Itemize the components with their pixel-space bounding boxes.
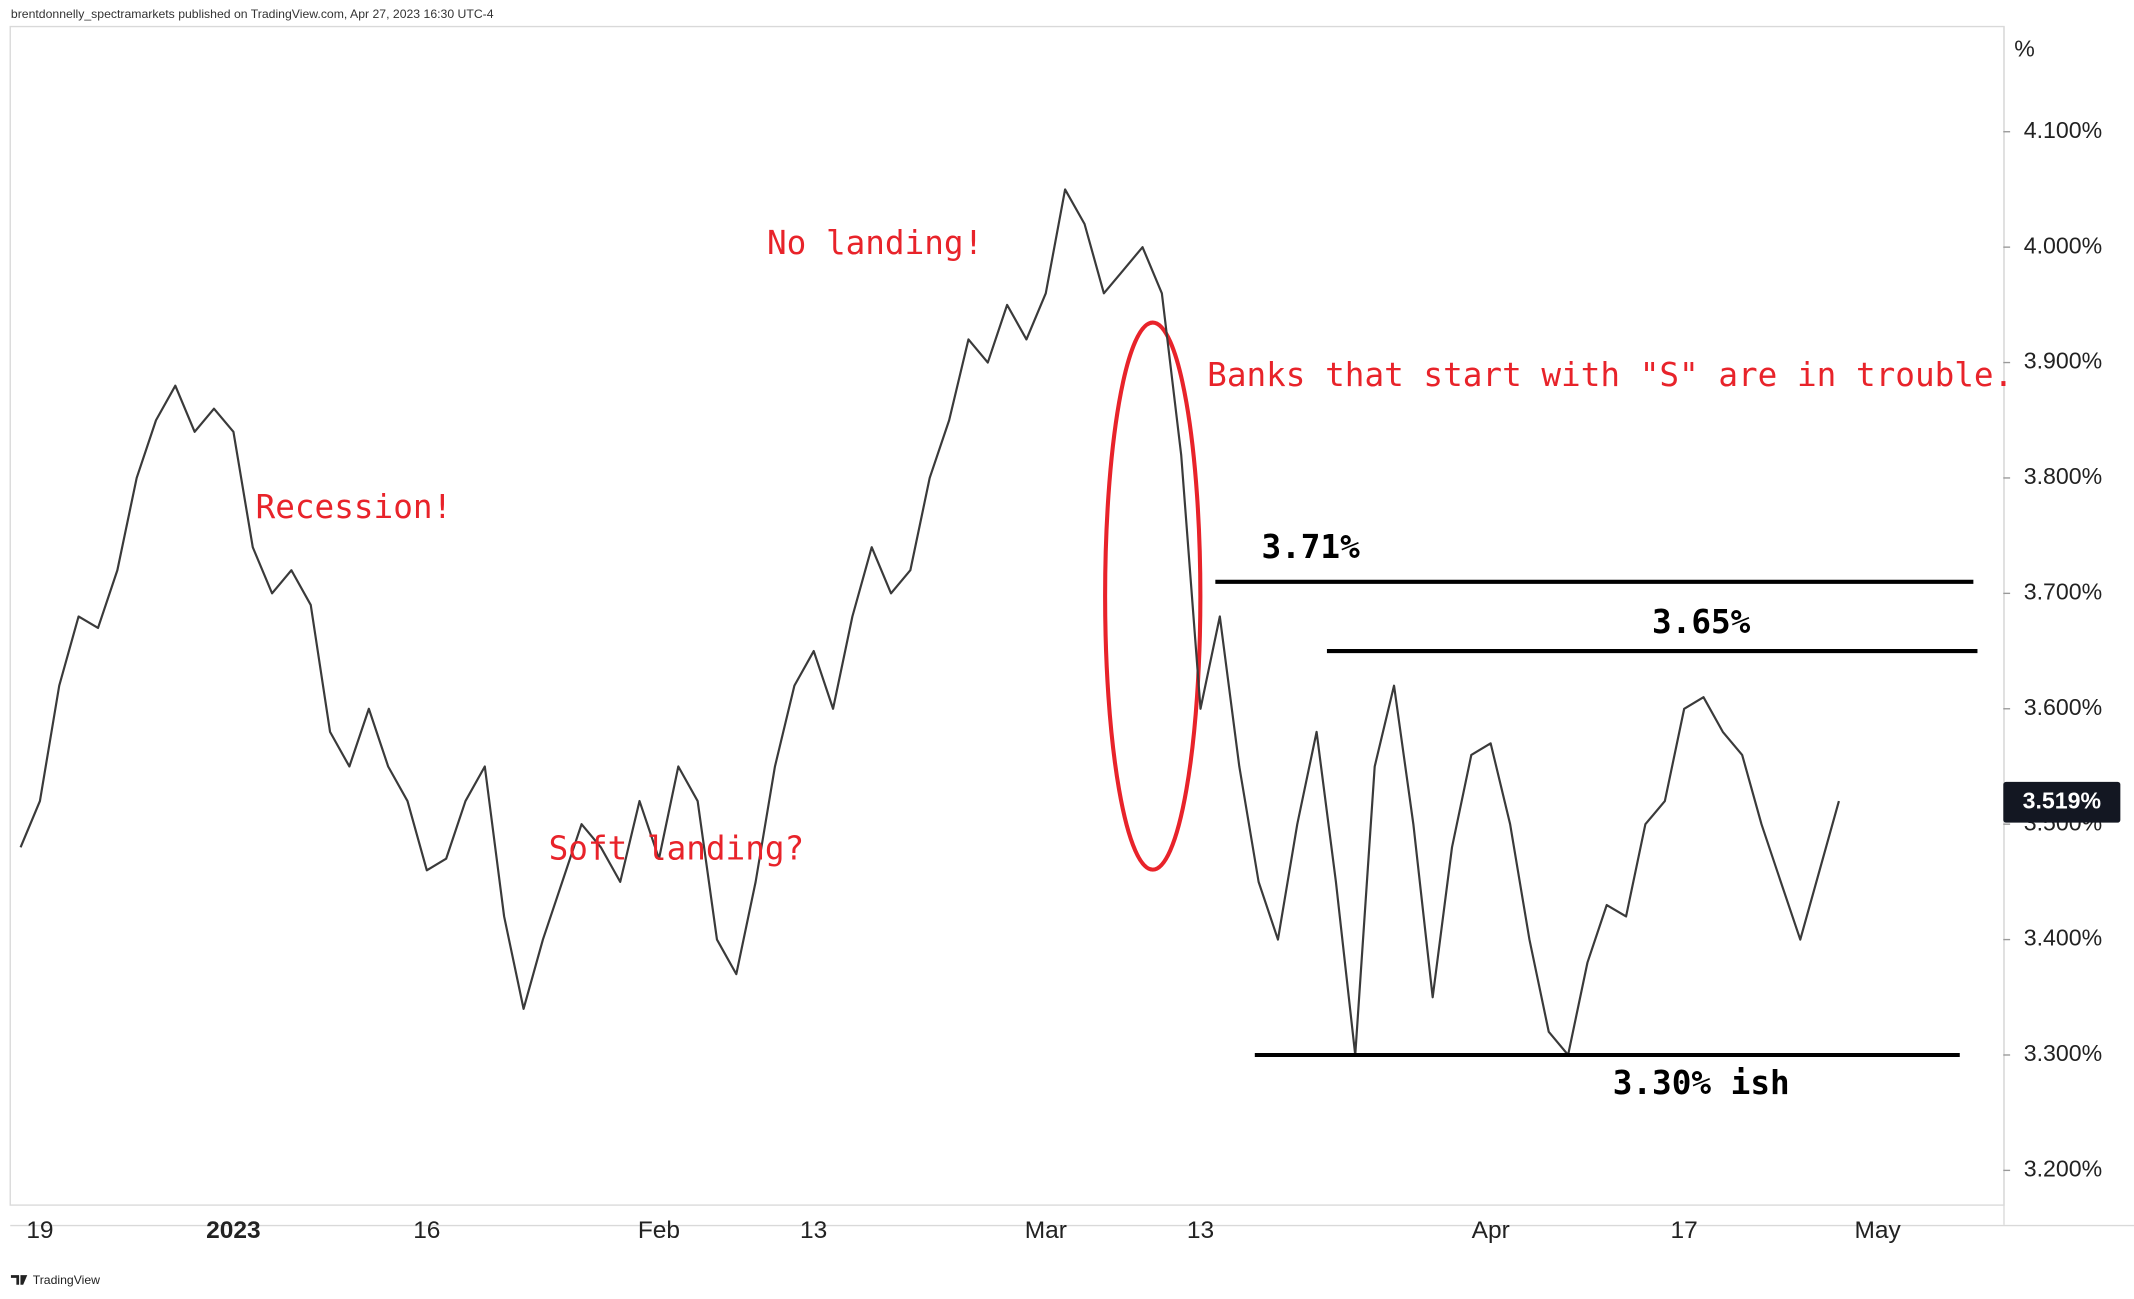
y-tick-label: 3.300% — [2024, 1040, 2102, 1066]
x-tick-label: 2023 — [206, 1217, 260, 1244]
price-line — [19, 188, 1840, 1057]
tradingview-logo: TradingView — [10, 1273, 100, 1287]
y-tick-label: 3.800% — [2024, 463, 2102, 489]
level-label: 3.30% ish — [1613, 1064, 1790, 1102]
annotation: Soft landing? — [549, 830, 805, 868]
x-tick-label: 13 — [800, 1217, 827, 1244]
y-tick-label: 3.700% — [2024, 578, 2102, 604]
y-tick-label: 3.900% — [2024, 348, 2102, 374]
x-tick-label: 19 — [26, 1217, 53, 1244]
x-tick-label: May — [1854, 1217, 1901, 1244]
y-tick-label: 3.600% — [2024, 694, 2102, 720]
y-tick-label: 3.200% — [2024, 1156, 2102, 1182]
y-unit: % — [2014, 35, 2035, 61]
y-tick-label: 3.400% — [2024, 925, 2102, 951]
x-tick-label: 13 — [1187, 1217, 1214, 1244]
publisher-header: brentdonnelly_spectramarkets published o… — [11, 7, 494, 21]
footer-brand: TradingView — [33, 1273, 100, 1287]
annotation: Recession! — [256, 488, 453, 526]
x-tick-label: Mar — [1025, 1217, 1067, 1244]
x-tick-label: Apr — [1472, 1217, 1510, 1244]
level-label: 3.65% — [1652, 603, 1751, 641]
logo-mark — [10, 1275, 28, 1285]
last-price-box — [2003, 781, 2121, 823]
y-tick-label: 4.000% — [2024, 232, 2102, 258]
annotation: No landing! — [767, 224, 983, 262]
highlight-ellipse — [1103, 320, 1203, 872]
level-label: 3.71% — [1261, 528, 1360, 566]
x-tick-label: 16 — [413, 1217, 440, 1244]
y-tick-label: 4.100% — [2024, 117, 2102, 143]
x-tick-label: 17 — [1671, 1217, 1698, 1244]
x-tick-label: Feb — [638, 1217, 680, 1244]
annotation: Banks that start with "S" are in trouble… — [1207, 356, 2013, 394]
last-price-label: 3.519% — [2023, 787, 2101, 813]
